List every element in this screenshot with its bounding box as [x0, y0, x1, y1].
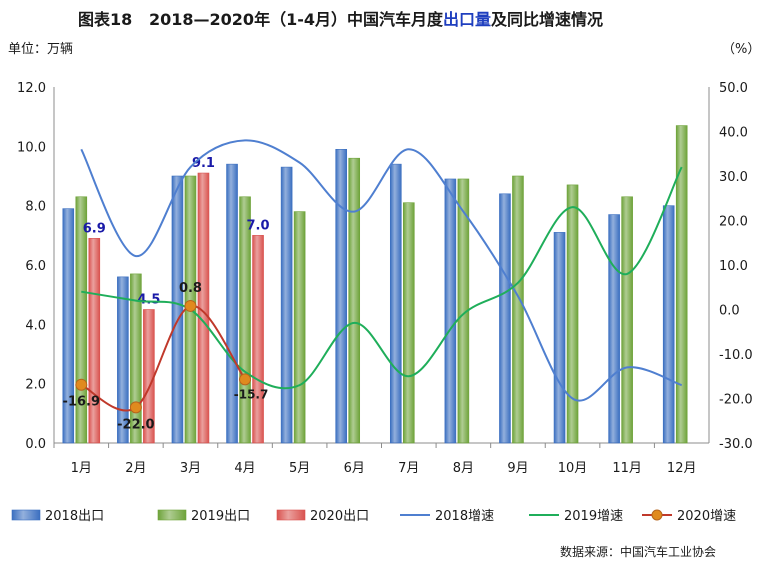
legend-label: 2019出口	[191, 509, 250, 524]
left-tick-label: 0.0	[25, 437, 46, 452]
marker-2020-growth	[129, 401, 142, 414]
right-tick-label: 10.0	[719, 259, 748, 274]
x-tick-label: 11月	[612, 461, 642, 476]
right-tick-label: -30.0	[719, 437, 753, 452]
title-highlight: 出口量	[442, 10, 491, 29]
legend-label: 2020出口	[310, 509, 369, 524]
line-data-label: -15.7	[234, 387, 269, 401]
figure-number: 图表18	[78, 10, 133, 29]
bar-2019出口	[512, 175, 524, 444]
bar-2019出口	[402, 202, 415, 444]
title-part-a: 2018—2020年（1-4月）中国汽车月度	[149, 10, 443, 29]
bar-2018出口	[280, 166, 293, 444]
title-part-b: 及同比增速情况	[491, 10, 604, 29]
legend-label: 2018出口	[45, 509, 104, 524]
legend-swatch	[11, 509, 41, 521]
bar-data-label: 7.0	[247, 218, 270, 233]
marker-2020-growth	[239, 373, 252, 386]
bar-2018出口	[499, 193, 511, 444]
right-tick-label: -10.0	[719, 348, 753, 363]
chart-title: 图表18 2018—2020年（1-4月）中国汽车月度出口量及同比增速情况	[78, 6, 603, 30]
bar-2018出口	[662, 205, 675, 444]
bar-2020出口	[88, 238, 101, 444]
x-tick-label: 2月	[125, 461, 146, 476]
legend-marker	[651, 509, 663, 521]
bar-2018出口	[444, 178, 457, 444]
x-tick-label: 12月	[667, 461, 697, 476]
bar-2018出口	[553, 232, 566, 444]
legend-swatch	[276, 509, 306, 521]
right-tick-label: -20.0	[719, 393, 753, 408]
legend-label: 2018增速	[435, 509, 494, 524]
bar-2018出口	[608, 214, 620, 444]
line-data-label: 0.8	[179, 281, 202, 296]
bar-2019出口	[293, 211, 306, 444]
left-tick-label: 10.0	[17, 140, 46, 155]
bar-2020出口	[252, 235, 264, 444]
x-tick-label: 5月	[289, 461, 310, 476]
x-tick-label: 8月	[453, 461, 474, 476]
x-tick-label: 9月	[507, 461, 528, 476]
bar-2018出口	[335, 149, 348, 444]
bar-2018出口	[62, 208, 75, 444]
marker-2020-growth	[184, 299, 197, 312]
left-tick-label: 6.0	[25, 259, 46, 274]
bar-2018出口	[171, 175, 184, 444]
left-axis-unit: 单位：万辆	[8, 42, 74, 57]
right-axis-unit: （%）	[722, 42, 761, 57]
line-data-label: -16.9	[63, 395, 100, 410]
data-source: 数据来源：中国汽车工业协会	[560, 545, 717, 559]
right-tick-label: 0.0	[719, 304, 740, 319]
x-tick-label: 10月	[558, 461, 588, 476]
bar-2018出口	[117, 276, 129, 444]
right-tick-label: 30.0	[719, 170, 748, 185]
left-tick-label: 4.0	[25, 318, 46, 333]
bar-2018出口	[226, 163, 238, 444]
bar-2018出口	[389, 163, 402, 444]
legend-label: 2020增速	[677, 509, 736, 524]
line-2020增速	[80, 304, 246, 412]
x-tick-label: 4月	[234, 461, 255, 476]
line-2019增速	[81, 166, 683, 390]
bar-2019出口	[675, 125, 688, 444]
bar-2019出口	[621, 196, 633, 444]
bar-2019出口	[130, 273, 142, 444]
bar-2019出口	[566, 184, 579, 444]
x-tick-label: 6月	[344, 461, 365, 476]
marker-2020-growth	[75, 378, 88, 391]
legend-swatch	[157, 509, 187, 521]
bar-2019出口	[348, 157, 361, 444]
x-tick-label: 3月	[180, 461, 201, 476]
bar-data-label: 6.9	[83, 221, 106, 236]
line-data-label: -22.0	[117, 417, 154, 432]
x-tick-label: 1月	[71, 461, 92, 476]
bar-data-label: 4.5	[137, 293, 160, 308]
legend-label: 2019增速	[564, 509, 623, 524]
left-tick-label: 2.0	[25, 378, 46, 393]
right-tick-label: 40.0	[719, 126, 748, 141]
right-tick-label: 20.0	[719, 215, 748, 230]
right-tick-label: 50.0	[719, 81, 748, 96]
x-tick-label: 7月	[398, 461, 419, 476]
left-tick-label: 12.0	[17, 81, 46, 96]
left-tick-label: 8.0	[25, 200, 46, 215]
line-2018增速	[80, 139, 683, 402]
bar-2019出口	[75, 196, 88, 444]
bar-2019出口	[239, 196, 251, 444]
